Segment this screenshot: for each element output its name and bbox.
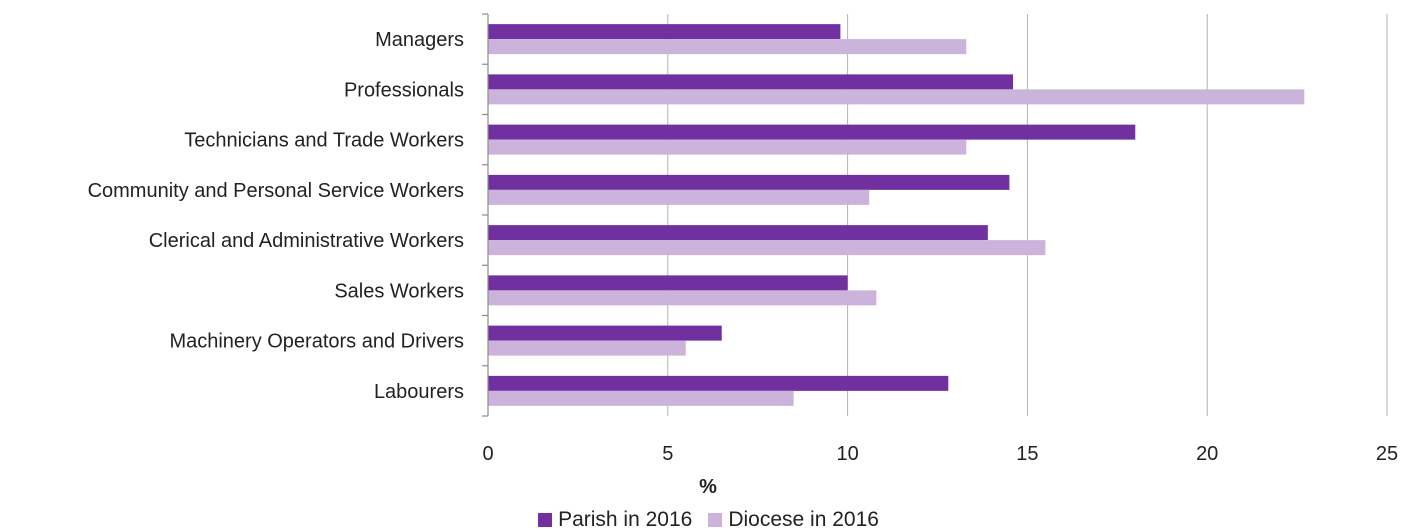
bar-diocese — [488, 290, 877, 306]
bar-parish — [488, 325, 722, 341]
x-axis-title: % — [699, 476, 717, 498]
gridlines — [667, 14, 1388, 416]
category-label: Labourers — [374, 381, 464, 403]
x-tick-label: 10 — [836, 443, 858, 465]
bar-diocese — [488, 39, 967, 55]
bar-parish — [488, 24, 841, 40]
bar-diocese — [488, 390, 794, 406]
bar-parish — [488, 225, 988, 241]
bar-parish — [488, 375, 949, 391]
category-label: Professionals — [344, 79, 464, 101]
legend-item-parish: Parish in 2016 — [538, 508, 692, 532]
bars — [488, 24, 1305, 406]
bar-parish — [488, 174, 1010, 190]
x-tick-label: 5 — [662, 443, 673, 465]
axes — [482, 13, 489, 417]
bar-parish — [488, 124, 1136, 140]
legend-swatch-parish — [538, 513, 553, 527]
x-tick-label: 20 — [1196, 443, 1218, 465]
x-tick-label: 25 — [1376, 443, 1398, 465]
bar-parish — [488, 74, 1014, 90]
category-label: Clerical and Administrative Workers — [149, 230, 464, 252]
bar-diocese — [488, 139, 967, 155]
bar-diocese — [488, 89, 1305, 105]
x-tick-label: 15 — [1016, 443, 1038, 465]
bar-parish — [488, 275, 848, 291]
legend-label-parish: Parish in 2016 — [558, 508, 693, 531]
legend-swatch-diocese — [708, 513, 723, 527]
legend: Parish in 2016 Diocese in 2016 — [0, 508, 1417, 532]
legend-item-diocese: Diocese in 2016 — [708, 508, 879, 532]
x-tick-label: 0 — [482, 443, 493, 465]
category-label: Machinery Operators and Drivers — [169, 331, 464, 353]
tick-labels: 0 5 10 15 20 25 — [482, 443, 1398, 465]
category-labels: Managers Professionals Technicians and Tra… — [88, 29, 464, 403]
category-label: Managers — [375, 29, 464, 51]
legend-label-diocese: Diocese in 2016 — [728, 508, 879, 531]
category-label: Community and Personal Service Workers — [88, 180, 464, 202]
bar-diocese — [488, 189, 870, 205]
bar-diocese — [488, 240, 1046, 256]
category-label: Technicians and Trade Workers — [184, 130, 464, 152]
category-label: Sales Workers — [334, 280, 464, 302]
bar-diocese — [488, 340, 686, 356]
